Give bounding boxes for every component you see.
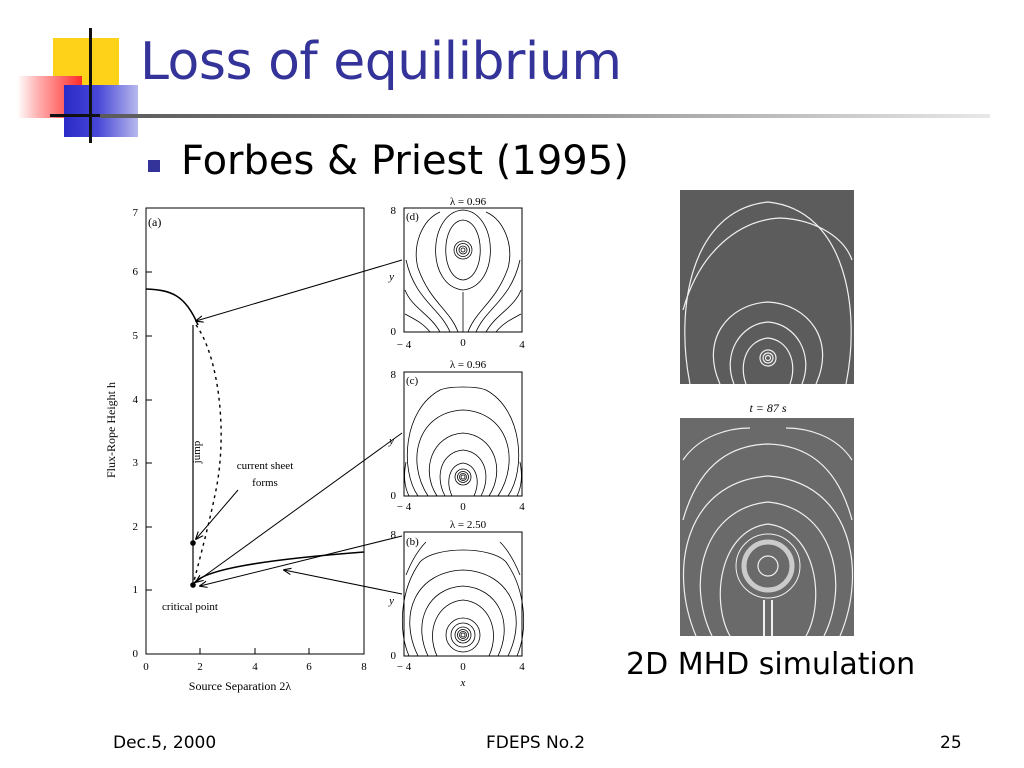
panel-a-xlabel: Source Separation 2λ xyxy=(189,679,292,693)
current-sheet-label-1: current sheet xyxy=(237,460,294,472)
panel-a-xticks: 0 2 4 6 8 xyxy=(143,648,367,673)
panel-c-xtick-left: − 4 xyxy=(397,501,412,513)
panel-c-ybottom: 0 xyxy=(391,490,397,502)
current-sheet-point xyxy=(190,540,196,546)
xtick-8: 8 xyxy=(361,661,367,673)
panel-c-ytop: 8 xyxy=(391,369,397,381)
panel-a-ylabel: Flux-Rope Height h xyxy=(104,382,118,478)
panel-b-frame xyxy=(403,531,523,657)
panel-d: λ = 0.96 (d) 8 0 y − 4 0 4 xyxy=(388,196,525,351)
panel-b-xtick-left: − 4 xyxy=(397,661,412,673)
panel-d-ytop: 8 xyxy=(391,205,397,217)
ytick-0: 0 xyxy=(133,648,139,660)
panel-c-frame xyxy=(403,371,523,497)
deco-blue-square xyxy=(64,85,138,137)
panel-c-label: (c) xyxy=(406,375,419,387)
simulation-caption: 2D MHD simulation xyxy=(626,647,916,682)
current-sheet-label-2: forms xyxy=(252,477,278,489)
equilibrium-curve-lower xyxy=(192,551,365,586)
panel-b-ytop: 8 xyxy=(391,529,397,541)
ytick-5: 5 xyxy=(133,330,139,342)
title-underline xyxy=(100,114,990,118)
xtick-6: 6 xyxy=(306,661,312,673)
ytick-4: 4 xyxy=(133,394,139,406)
footer-date: Dec.5, 2000 xyxy=(113,733,217,753)
ytick-2: 2 xyxy=(133,521,139,533)
panel-d-xtick-left: − 4 xyxy=(397,339,412,351)
panel-b-yaxis: y xyxy=(388,595,394,607)
panel-c-lambda: λ = 0.96 xyxy=(450,359,487,371)
panel-a-yticks: 0 1 2 3 4 5 6 7 xyxy=(133,207,152,660)
critical-point-label: critical point xyxy=(162,601,218,613)
panel-a-label: (a) xyxy=(148,215,161,229)
panel-c-yaxis: y xyxy=(388,435,394,447)
panel-b-xtick-mid: 0 xyxy=(460,661,466,673)
bullet-square-icon xyxy=(148,160,160,172)
simulation-bottom xyxy=(680,418,854,637)
panel-c: λ = 0.96 (c) 8 0 y − 4 0 4 xyxy=(388,359,525,513)
panel-d-xtick-right: 4 xyxy=(519,339,525,351)
panel-d-ybottom: 0 xyxy=(391,326,397,338)
deco-vertical-line xyxy=(89,28,92,143)
ytick-3: 3 xyxy=(133,457,139,469)
arrow-from-b-2 xyxy=(284,570,403,595)
ytick-6: 6 xyxy=(133,266,139,278)
panel-a-frame xyxy=(145,207,365,655)
xtick-0: 0 xyxy=(143,661,149,673)
panel-b-xaxis: x xyxy=(460,677,466,689)
equilibrium-curve-dashed xyxy=(192,324,222,586)
simulation-bottom-bg xyxy=(680,418,854,636)
xtick-2: 2 xyxy=(197,661,203,673)
bullet-text: Forbes & Priest (1995) xyxy=(181,138,629,184)
footer-center-text: FDEPS No.2 xyxy=(486,733,586,753)
panel-b-ybottom: 0 xyxy=(391,650,397,662)
current-sheet-arrow xyxy=(196,489,239,539)
panel-d-xtick-mid: 0 xyxy=(460,337,466,349)
ytick-1: 1 xyxy=(133,584,139,596)
arrow-from-b xyxy=(200,535,403,586)
panel-b-label: (b) xyxy=(406,536,419,548)
panel-d-yaxis: y xyxy=(388,271,394,283)
panel-b: λ = 2.50 (b) 8 0 y − 4 0 4 x xyxy=(388,519,525,689)
panel-d-label: (d) xyxy=(406,211,419,223)
arrow-from-d xyxy=(196,259,403,321)
simulation-top-bg xyxy=(680,190,854,384)
slide-title: Loss of equilibrium xyxy=(140,32,622,92)
panel-c-field-lines xyxy=(404,386,522,497)
simulation-top: t = 87 s xyxy=(680,190,854,415)
footer-page-number: 25 xyxy=(940,733,962,753)
panel-d-field-lines xyxy=(404,209,522,333)
panel-a: (a) 0 1 2 3 4 5 6 7 0 2 4 6 8 Source Sep… xyxy=(104,207,367,693)
panel-d-lambda: λ = 0.96 xyxy=(450,196,487,208)
ytick-7: 7 xyxy=(133,207,139,219)
arrow-from-c xyxy=(196,432,403,582)
panel-b-xtick-right: 4 xyxy=(519,661,525,673)
jump-label: jump xyxy=(191,440,203,464)
panel-c-xtick-right: 4 xyxy=(519,501,525,513)
figure: (a) 0 1 2 3 4 5 6 7 0 2 4 6 8 Source Sep… xyxy=(104,190,854,693)
xtick-4: 4 xyxy=(252,661,258,673)
panel-b-field-lines xyxy=(401,541,525,657)
equilibrium-curve-upper xyxy=(145,288,199,326)
critical-point-dot xyxy=(190,582,196,588)
panel-b-lambda: λ = 2.50 xyxy=(450,519,487,531)
deco-horizontal-line xyxy=(50,114,105,117)
simulation-time-label: t = 87 s xyxy=(749,401,786,415)
panel-c-xtick-mid: 0 xyxy=(460,501,466,513)
